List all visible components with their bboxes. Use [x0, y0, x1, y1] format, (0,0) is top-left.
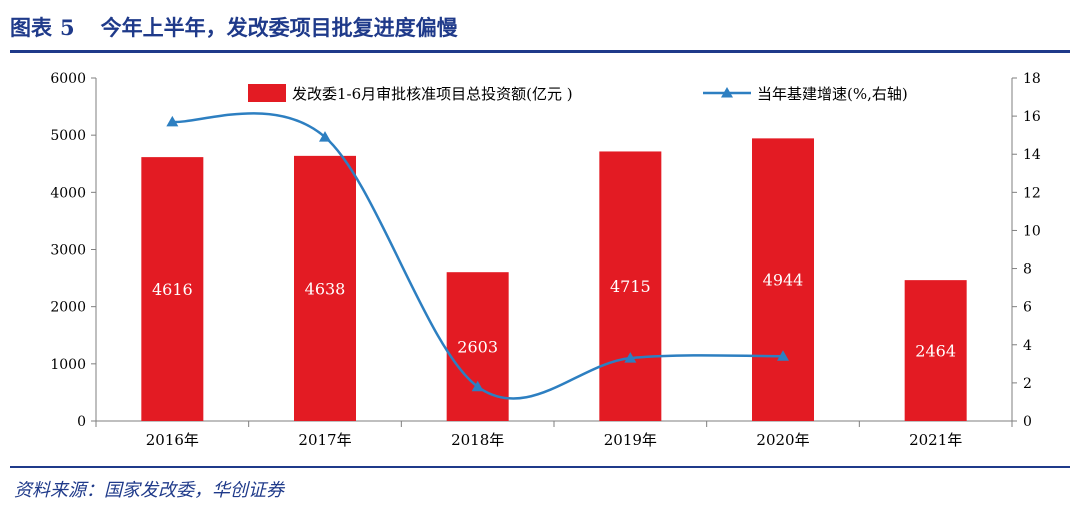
- bar-data-label: 4638: [305, 279, 346, 298]
- bar: [752, 138, 814, 422]
- right-tick-label: 6: [1023, 300, 1032, 316]
- growth-line: [172, 112, 784, 400]
- combo-chart: 0 1000 2000 3000 4000 5000 6000 0 2 4 6 8 10 12 14 16 18…: [50, 71, 1041, 449]
- line-marker: [166, 115, 179, 127]
- source-note: 资料来源：国家发改委，华创证券: [14, 480, 284, 501]
- bar-data-label: 2464: [915, 342, 956, 361]
- line-marker: [471, 380, 484, 392]
- x-tick-label: 2016年: [146, 431, 199, 449]
- x-tick-label: 2018年: [451, 431, 504, 449]
- right-tick-label: 8: [1023, 262, 1032, 278]
- line-marker: [319, 131, 331, 142]
- bar: [294, 155, 356, 421]
- figure-title: 图表 5 今年上半年，发改委项目批复进度偏慢: [10, 10, 458, 46]
- source-rule: [10, 466, 1070, 468]
- legend-line-marker: [721, 87, 733, 98]
- bar-data-label: 2603: [457, 338, 498, 357]
- bar: [599, 151, 662, 421]
- right-tick-label: 2: [1023, 376, 1032, 392]
- right-tick-label: 16: [1023, 109, 1041, 125]
- left-tick-label: 1000: [50, 357, 86, 373]
- bar: [904, 280, 967, 421]
- bar-data-label: 4944: [763, 271, 804, 290]
- legend-bar-swatch: [248, 84, 286, 102]
- figure-title-text: 今年上半年，发改委项目批复进度偏慢: [100, 15, 458, 40]
- x-tick-label: 2020年: [756, 431, 809, 449]
- x-tick-label: 2017年: [298, 431, 351, 449]
- left-tick-label: 5000: [50, 128, 86, 144]
- left-tick-label: 0: [77, 414, 86, 430]
- left-tick-label: 2000: [50, 300, 86, 316]
- legend-line-label: 当年基建增速(%,右轴): [757, 85, 908, 103]
- title-rule: [10, 50, 1070, 53]
- right-tick-label: 12: [1023, 185, 1041, 201]
- legend-bar-label: 发改委1-6月审批核准项目总投资额(亿元 ): [292, 85, 573, 103]
- line-marker: [624, 352, 637, 363]
- bar-data-label: 4616: [152, 280, 193, 299]
- left-tick-label: 6000: [50, 71, 86, 87]
- x-tick-label: 2019年: [604, 431, 657, 449]
- figure-title-prefix: 图表: [10, 15, 52, 40]
- bar-data-label: 4715: [610, 277, 651, 296]
- line-marker: [777, 350, 789, 361]
- x-tick-label: 2021年: [909, 431, 962, 449]
- right-tick-label: 10: [1023, 223, 1041, 239]
- left-tick-label: 3000: [50, 243, 86, 259]
- right-tick-label: 0: [1023, 414, 1032, 430]
- left-tick-label: 4000: [50, 185, 86, 201]
- right-tick-label: 14: [1023, 147, 1041, 163]
- bar: [141, 157, 204, 422]
- right-tick-label: 4: [1023, 338, 1032, 354]
- right-tick-label: 18: [1023, 71, 1041, 87]
- figure-title-number: 5: [60, 15, 75, 40]
